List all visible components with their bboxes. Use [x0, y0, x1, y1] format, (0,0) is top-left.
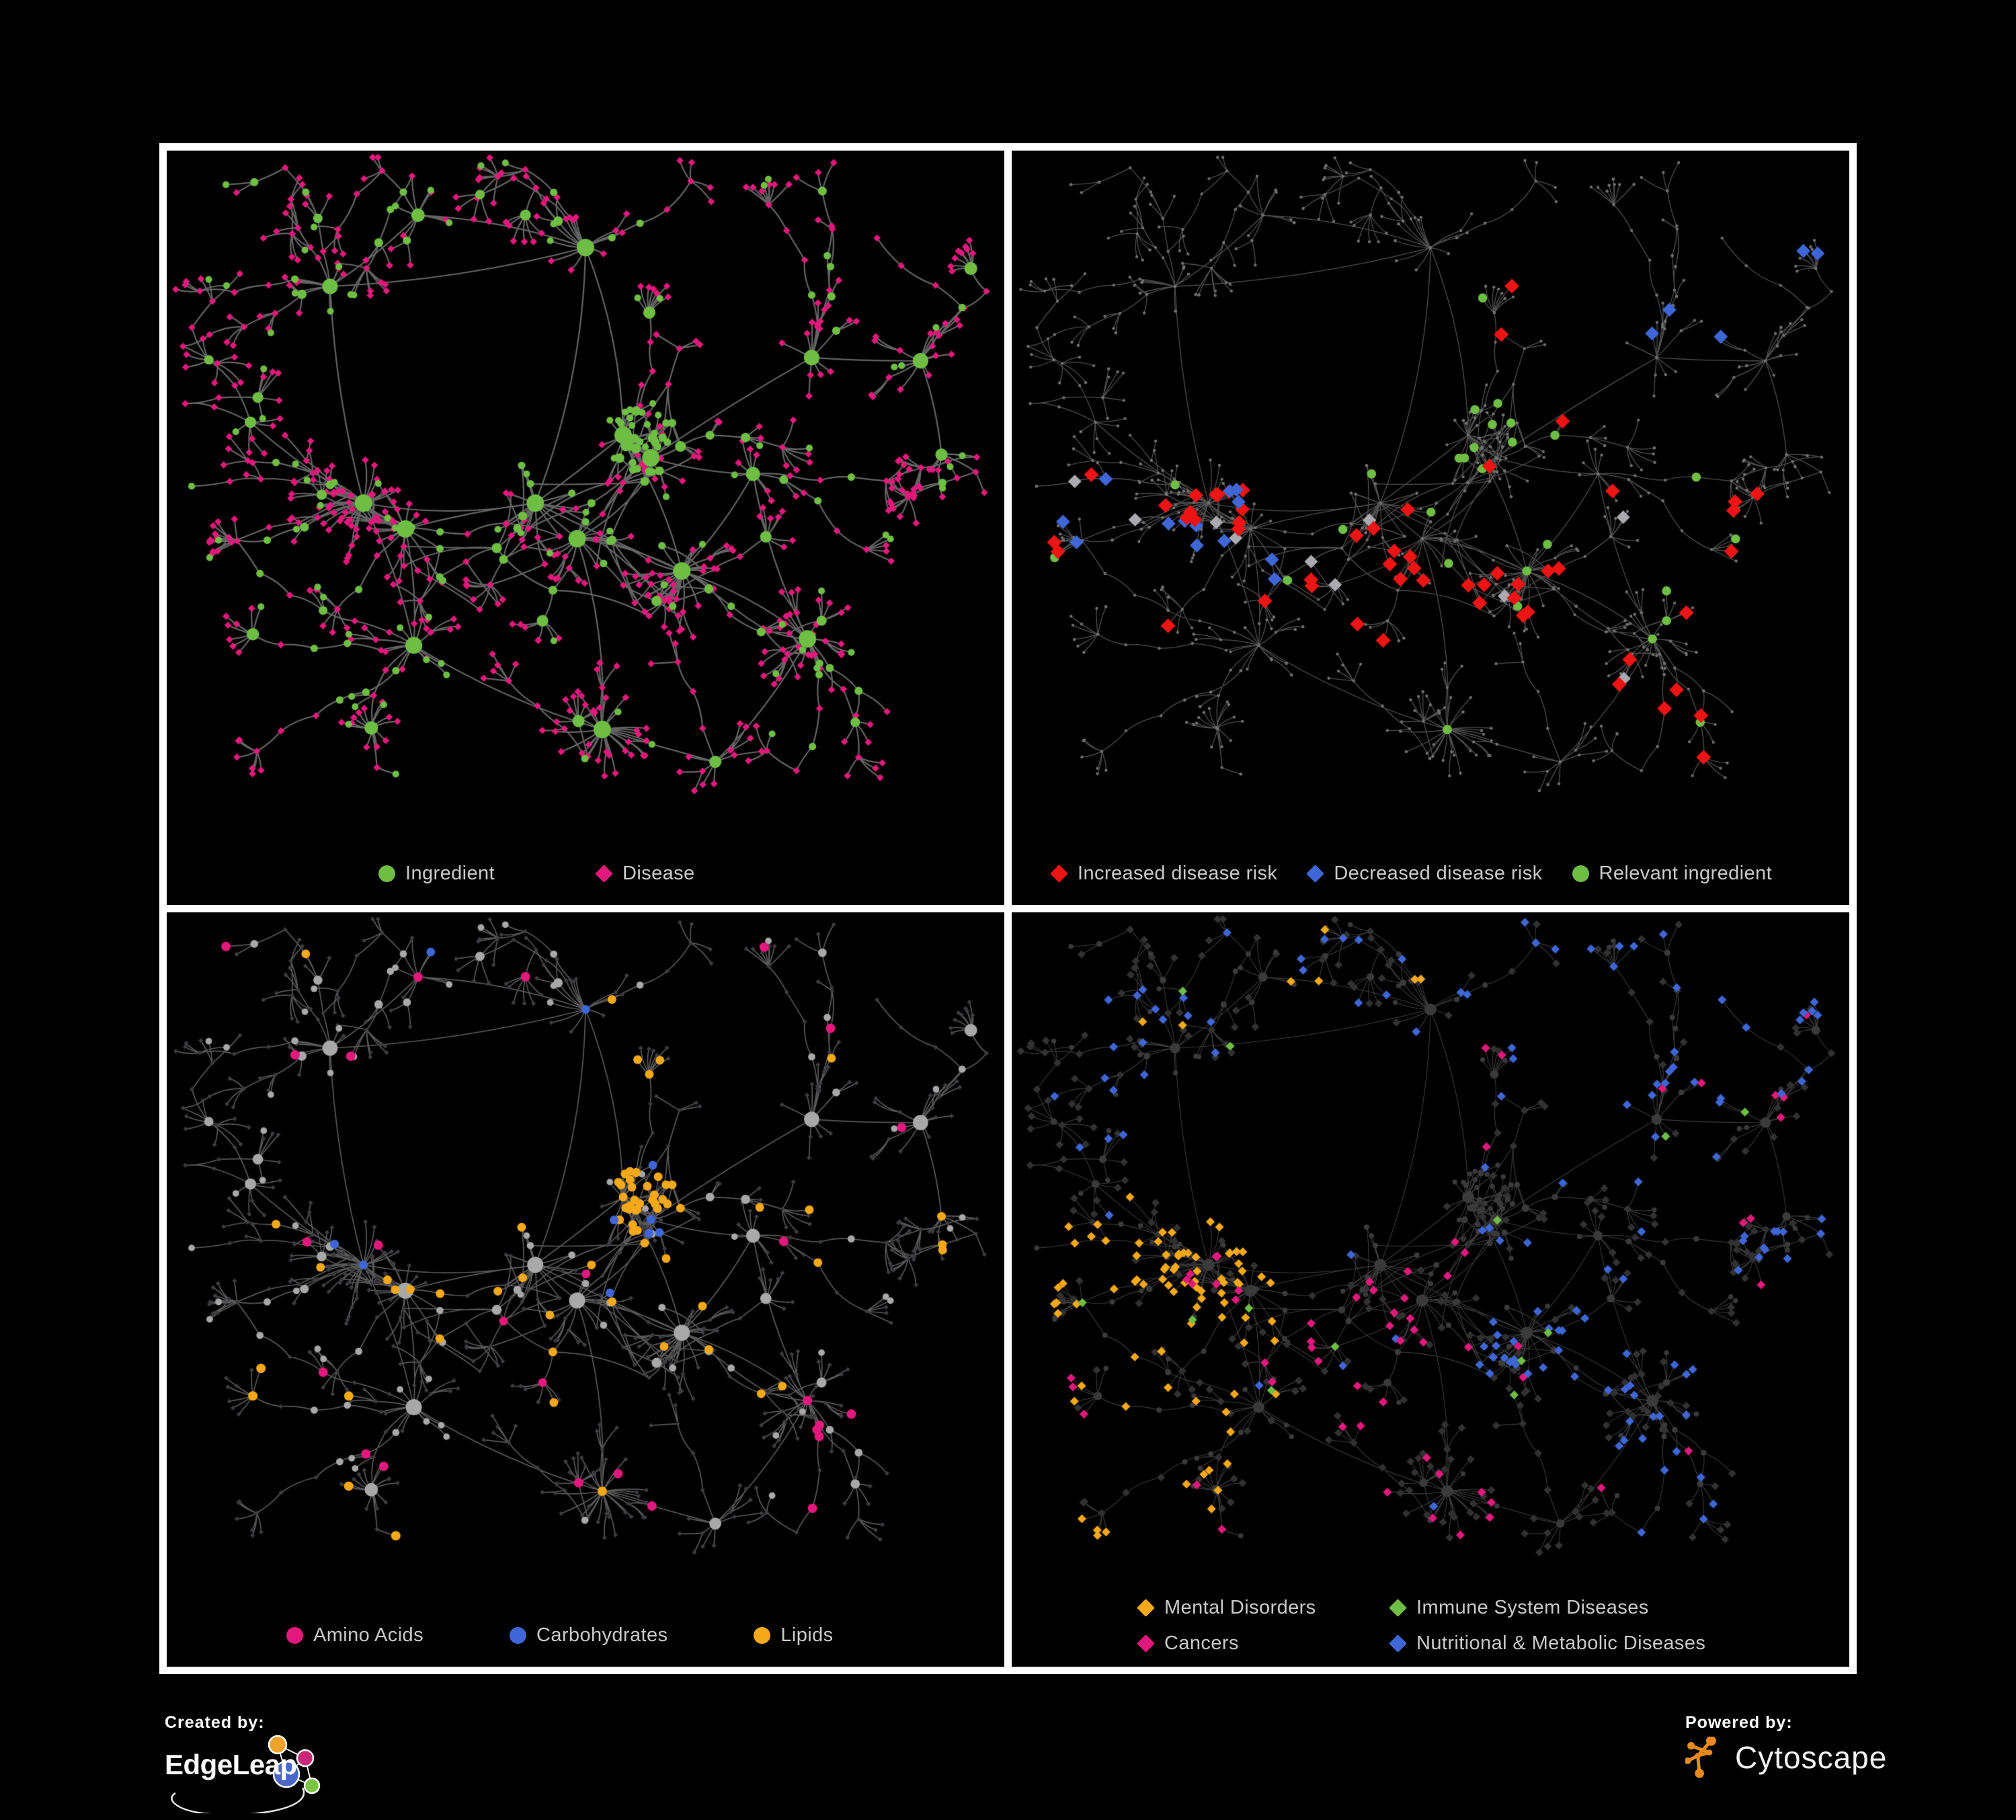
diamond-marker [1137, 1599, 1155, 1617]
legend-item: Nutritional & Metabolic Diseases [1389, 1632, 1705, 1655]
legend-item: Disease [595, 863, 695, 885]
legend-item: Carbohydrates [509, 1624, 668, 1647]
legend-item: Lipids [754, 1624, 833, 1647]
legend-disease-risk: Increased disease risk Decreased disease … [1012, 863, 1849, 885]
legend-label: Increased disease risk [1078, 863, 1278, 884]
legend-item: Cancers [1137, 1632, 1389, 1655]
network-canvas-nutrient-classes [167, 912, 1004, 1559]
legend-label: Cancers [1164, 1632, 1239, 1654]
legend-label: Immune System Diseases [1416, 1597, 1649, 1618]
legend-item: Amino Acids [286, 1624, 424, 1647]
edgeleap-logo-text: EdgeLeap [165, 1749, 297, 1780]
cytoscape-logo-text: Cytoscape [1735, 1740, 1888, 1775]
legend-ingredient-disease: Ingredient Disease [167, 863, 1004, 885]
edgeleap-logo-icon [171, 1735, 321, 1813]
legend-label: Ingredient [405, 863, 495, 884]
cytoscape-logo: Cytoscape [1685, 1737, 1887, 1778]
diamond-marker [1050, 865, 1068, 883]
circle-marker [286, 1627, 303, 1644]
legend-label: Nutritional & Metabolic Diseases [1416, 1632, 1706, 1654]
cytoscape-logo-icon [1685, 1737, 1716, 1778]
legend-label: Mental Disorders [1164, 1597, 1316, 1618]
panel-disease-risk: Increased disease risk Decreased disease … [1012, 151, 1849, 905]
network-canvas-ingredient-disease [167, 151, 1004, 797]
network-canvas-disease-risk [1012, 151, 1849, 797]
legend-item: Relevant ingredient [1572, 863, 1772, 885]
legend-item: Immune System Diseases [1389, 1597, 1705, 1619]
legend-disease-classes: Mental Disorders Immune System Diseases Ca… [1137, 1597, 1705, 1655]
legend-item: Decreased disease risk [1306, 863, 1543, 885]
network-canvas-disease-classes [1012, 912, 1849, 1559]
circle-marker [509, 1627, 526, 1644]
diamond-marker [1389, 1599, 1407, 1617]
powered-by-label: Powered by: [1685, 1713, 1793, 1732]
diamond-marker [1306, 865, 1325, 883]
diamond-marker [595, 865, 613, 883]
diamond-marker [1389, 1634, 1407, 1653]
circle-marker [378, 865, 395, 882]
legend-item: Ingredient [378, 863, 495, 885]
legend-label: Relevant ingredient [1599, 863, 1773, 884]
edgeleap-logo: EdgeLeap [165, 1734, 346, 1813]
legend-label: Amino Acids [313, 1624, 424, 1646]
circle-marker [1572, 865, 1589, 882]
legend-label: Decreased disease risk [1334, 863, 1543, 884]
created-by-block: Created by: EdgeLeap [165, 1713, 353, 1814]
panel-disease-classes: Mental Disorders Immune System Diseases Ca… [1012, 912, 1849, 1667]
panel-nutrient-classes: Amino Acids Carbohydrates Lipids [167, 912, 1004, 1667]
created-by-label: Created by: [165, 1713, 265, 1732]
diamond-marker [1137, 1634, 1155, 1653]
legend-item: Increased disease risk [1050, 863, 1278, 885]
legend-label: Disease [622, 863, 695, 884]
powered-by-block: Powered by: Cytoscape [1685, 1713, 1887, 1778]
legend-item: Mental Disorders [1137, 1597, 1389, 1619]
legend-label: Lipids [780, 1624, 834, 1646]
panel-grid: Ingredient Disease Increased disease risk… [159, 143, 1857, 1674]
circle-marker [754, 1627, 771, 1644]
legend-label: Carbohydrates [536, 1624, 668, 1646]
legend-nutrient-classes: Amino Acids Carbohydrates Lipids [167, 1624, 1004, 1647]
panel-ingredient-disease: Ingredient Disease [167, 151, 1004, 905]
